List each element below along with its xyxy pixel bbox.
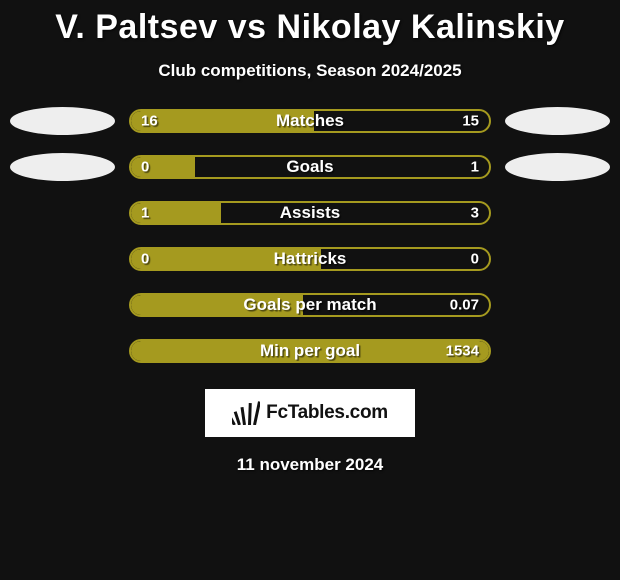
stat-label: Goals per match bbox=[243, 295, 376, 315]
stat-left-value: 0 bbox=[141, 159, 149, 176]
stat-row: 16 Matches 15 bbox=[10, 109, 610, 133]
stat-row: 0 Hattricks 0 bbox=[10, 247, 610, 271]
stat-bar: Min per goal 1534 bbox=[129, 339, 491, 363]
stat-row: 0 Goals 1 bbox=[10, 155, 610, 179]
stat-label: Matches bbox=[276, 111, 344, 131]
stat-row: Min per goal 1534 bbox=[10, 339, 610, 363]
right-team-oval bbox=[505, 153, 610, 181]
stat-bar: Goals per match 0.07 bbox=[129, 293, 491, 317]
stat-row: Goals per match 0.07 bbox=[10, 293, 610, 317]
stat-right-value: 1 bbox=[471, 159, 479, 176]
right-team-oval bbox=[505, 107, 610, 135]
stat-right-value: 3 bbox=[471, 205, 479, 222]
stat-label: Hattricks bbox=[274, 249, 347, 269]
stat-bar: 1 Assists 3 bbox=[129, 201, 491, 225]
fctables-logo: FcTables.com bbox=[205, 389, 415, 437]
stat-left-value: 16 bbox=[141, 113, 158, 130]
comparison-chart: 16 Matches 15 0 Goals 1 1 Assists 3 0 Hattricks 0 Go… bbox=[0, 109, 620, 363]
stat-label: Assists bbox=[280, 203, 340, 223]
fctables-logo-text: FcTables.com bbox=[266, 402, 388, 424]
stat-bar: 0 Hattricks 0 bbox=[129, 247, 491, 271]
stat-row: 1 Assists 3 bbox=[10, 201, 610, 225]
page-title: V. Paltsev vs Nikolay Kalinskiy bbox=[55, 8, 564, 47]
stat-bar: 16 Matches 15 bbox=[129, 109, 491, 133]
stat-right-value: 15 bbox=[462, 113, 479, 130]
stat-bar: 0 Goals 1 bbox=[129, 155, 491, 179]
stat-label: Min per goal bbox=[260, 341, 360, 361]
stat-label: Goals bbox=[286, 157, 333, 177]
stat-left-value: 1 bbox=[141, 205, 149, 222]
bars-icon bbox=[232, 401, 260, 425]
stat-right-value: 0 bbox=[471, 251, 479, 268]
left-team-oval bbox=[10, 107, 115, 135]
left-team-oval bbox=[10, 153, 115, 181]
stat-left-value: 0 bbox=[141, 251, 149, 268]
page-subtitle: Club competitions, Season 2024/2025 bbox=[158, 61, 461, 81]
stat-right-value: 0.07 bbox=[450, 297, 479, 314]
stat-right-value: 1534 bbox=[446, 343, 479, 360]
footer-date: 11 november 2024 bbox=[237, 455, 383, 475]
